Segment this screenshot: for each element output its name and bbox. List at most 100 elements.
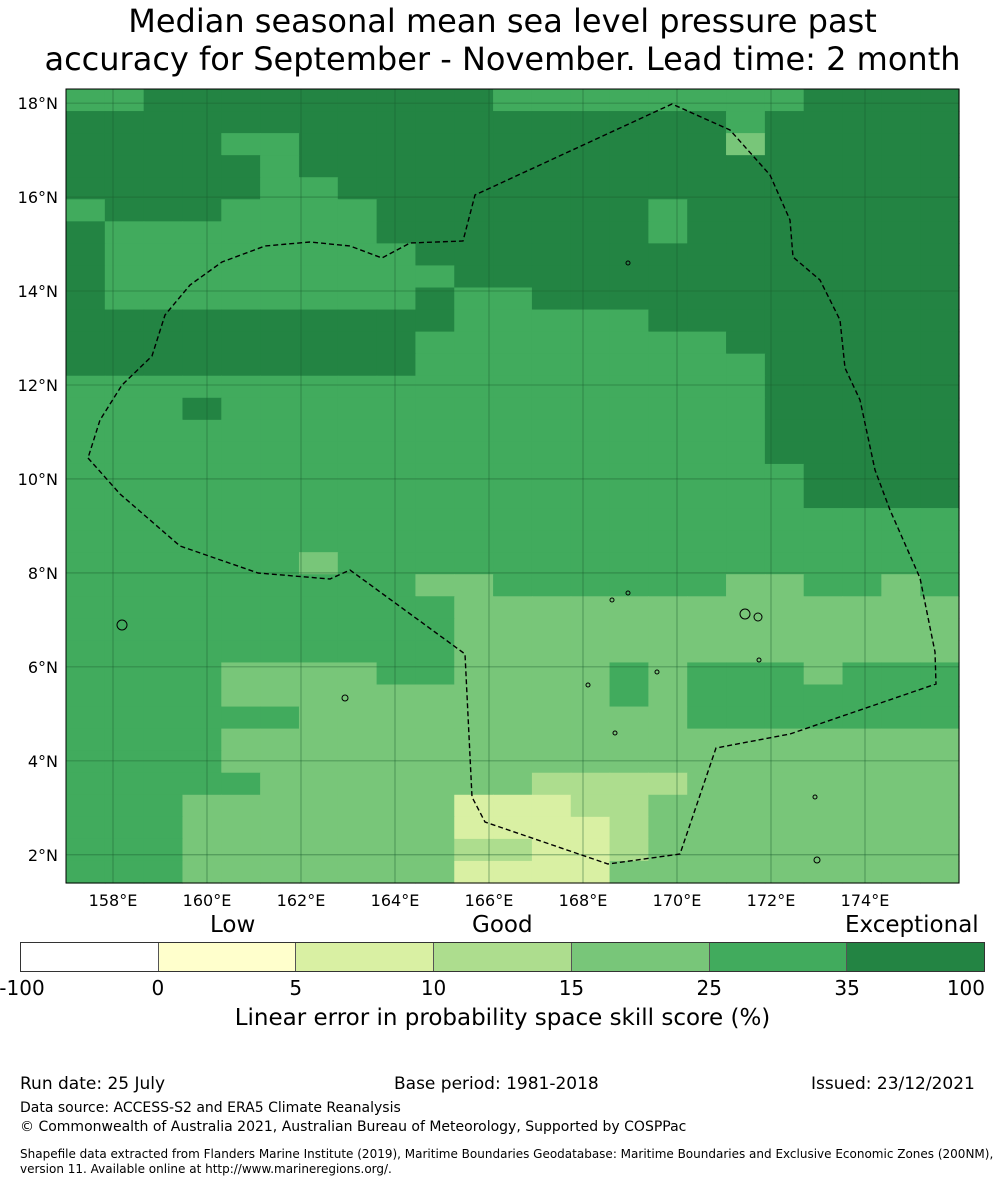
skill-cell <box>726 441 766 465</box>
skill-cell <box>531 596 572 619</box>
skill-cell <box>687 838 727 862</box>
skill-cell <box>454 89 494 112</box>
skill-cell <box>531 750 572 774</box>
skill-cell <box>104 111 145 134</box>
skill-cell <box>221 640 261 664</box>
skill-cell <box>726 794 766 818</box>
skill-cell <box>260 684 300 708</box>
skill-cell <box>104 441 145 465</box>
skill-cell <box>803 860 844 884</box>
skill-cell <box>260 331 300 355</box>
skill-cell <box>104 728 145 752</box>
skill-cell <box>842 441 882 465</box>
skill-cell <box>415 331 455 355</box>
skill-cell <box>298 816 339 840</box>
skill-cell <box>104 89 145 112</box>
skill-cell <box>687 419 727 443</box>
skill-cell <box>687 530 727 553</box>
skill-cell <box>66 155 106 178</box>
skill-cell <box>648 111 688 134</box>
skill-cell <box>609 463 649 487</box>
skill-cell <box>298 750 339 774</box>
skill-cell <box>648 331 688 355</box>
skill-cell <box>337 860 378 884</box>
skill-cell <box>726 640 766 664</box>
skill-cell <box>764 353 805 377</box>
skill-cell <box>570 596 611 619</box>
skill-cell <box>648 397 688 421</box>
skill-cell <box>803 89 844 112</box>
skill-cell <box>609 243 649 267</box>
skill-cell <box>337 221 378 244</box>
skill-cell <box>143 684 184 708</box>
lat-label: 8°N <box>28 564 58 583</box>
skill-cell <box>570 287 611 311</box>
skill-cell <box>609 684 649 708</box>
skill-cell <box>104 530 145 553</box>
skill-cell <box>531 838 572 862</box>
skill-cell <box>687 684 727 708</box>
skill-cell <box>337 331 378 355</box>
skill-cell <box>298 530 339 553</box>
skill-cell <box>298 397 339 421</box>
skill-cell <box>726 243 766 267</box>
skill-cell <box>687 794 727 818</box>
skill-cell <box>415 463 455 487</box>
skill-cell <box>726 750 766 774</box>
skill-cell <box>337 508 378 531</box>
skill-cell <box>881 199 921 222</box>
skill-cell <box>337 463 378 487</box>
skill-cell <box>726 816 766 840</box>
skill-cell <box>609 508 649 531</box>
skill-cell <box>182 816 222 840</box>
skill-cell <box>842 530 882 553</box>
skill-cell <box>104 397 145 421</box>
skill-cell <box>260 640 300 664</box>
island-outline <box>609 597 615 603</box>
skill-cell <box>104 243 145 267</box>
skill-cell <box>881 750 921 774</box>
skill-cell <box>764 89 805 112</box>
lon-label: 164°E <box>371 891 420 910</box>
skill-cell <box>570 265 611 289</box>
skill-cell <box>842 794 882 818</box>
skill-cell <box>764 838 805 862</box>
skill-cell <box>454 375 494 399</box>
skill-cell <box>415 287 455 311</box>
skill-cell <box>531 684 572 708</box>
skill-cell <box>454 221 494 244</box>
skill-cell <box>531 441 572 465</box>
skill-cell <box>609 552 649 575</box>
skill-cell <box>687 508 727 531</box>
skill-cell <box>609 816 649 840</box>
skill-cell <box>609 706 649 730</box>
skill-cell <box>454 397 494 421</box>
skill-cell <box>570 552 611 575</box>
skill-cell <box>143 331 184 355</box>
skill-cell <box>531 508 572 531</box>
skill-cell <box>260 530 300 553</box>
skill-cell <box>531 155 572 178</box>
skill-cell <box>143 419 184 443</box>
skill-cell <box>337 816 378 840</box>
skill-cell <box>726 419 766 443</box>
skill-cell <box>726 486 766 509</box>
skill-cell <box>376 89 417 112</box>
skill-cell <box>182 309 222 333</box>
skill-cell <box>687 574 727 597</box>
skill-cell <box>66 684 106 708</box>
skill-cell <box>881 508 921 531</box>
skill-cell <box>881 309 921 333</box>
skill-cell <box>493 111 533 134</box>
skill-cell <box>143 265 184 289</box>
skill-cell <box>648 419 688 443</box>
skill-cell <box>454 486 494 509</box>
skill-cell <box>182 684 222 708</box>
skill-cell <box>415 353 455 377</box>
skill-cell <box>570 199 611 222</box>
skill-cell <box>298 133 339 156</box>
skill-cell <box>493 463 533 487</box>
skill-cell <box>260 89 300 112</box>
skill-cell <box>687 486 727 509</box>
skill-cell <box>570 640 611 664</box>
